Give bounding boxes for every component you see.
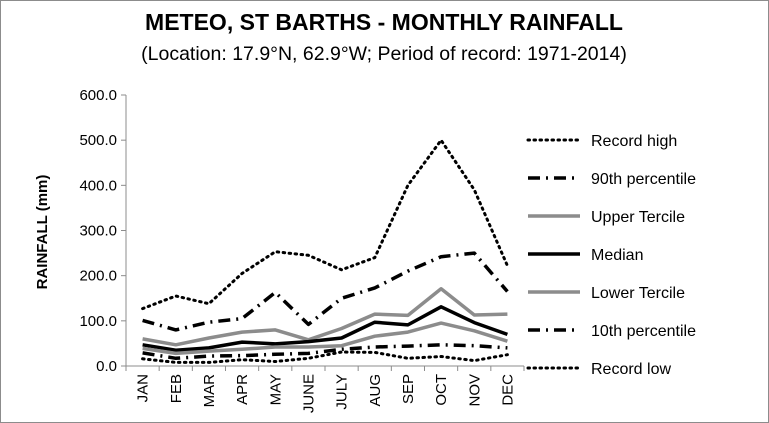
x-tick-label: MAR (201, 374, 218, 408)
legend-label-median: Median (591, 247, 643, 264)
y-tick-label: 500.0 (79, 132, 117, 149)
x-tick-label: AUG (367, 374, 384, 407)
y-tick-label: 200.0 (79, 268, 117, 285)
x-tick-label: MAY (267, 374, 284, 405)
x-tick-label: JULY (334, 374, 351, 410)
y-tick-label: 300.0 (79, 223, 117, 240)
x-tick-label: NOV (466, 374, 483, 407)
y-tick-label: 400.0 (79, 177, 117, 194)
series-line-record-high (141, 138, 509, 311)
y-axis-label: RAINFALL (mm) (34, 175, 51, 290)
series-line-median (142, 305, 508, 352)
x-tick-label: DEC (499, 374, 516, 406)
series-group (141, 138, 509, 364)
series-line-lower-tercile (142, 321, 508, 356)
axes: 0.0 100.0 200.0 300.0 400.0 500.0 600.0 JAN FEB M… (79, 87, 525, 413)
legend-label-upper-tercile: Upper Tercile (591, 209, 685, 226)
series-line-upper-tercile (142, 287, 508, 347)
chart-subtitle: (Location: 17.9°N, 62.9°W; Period of rec… (141, 43, 627, 65)
y-tick-label: 0.0 (96, 358, 117, 375)
x-tick-label: FEB (168, 374, 185, 403)
legend-label-lower-tercile: Lower Tercile (591, 285, 685, 302)
chart-title: METEO, ST BARTHS - MONTHLY RAINFALL (145, 9, 623, 35)
y-tick-label: 600.0 (79, 87, 117, 104)
y-tick-label: 100.0 (79, 313, 117, 330)
x-tick-label: JUNE (300, 374, 317, 413)
legend-label-90th-percentile: 90th percentile (591, 171, 696, 188)
series-line-90th-percentile (142, 251, 509, 332)
x-tick-label: SEP (400, 374, 417, 404)
series-line-record-low (141, 350, 509, 364)
legend: Record high 90th percentile Upper Tercile M… (526, 133, 696, 378)
x-tick-label: APR (234, 374, 251, 405)
legend-label-record-high: Record high (591, 133, 677, 150)
series-line-10th-percentile (142, 343, 508, 361)
x-tick-label: OCT (433, 374, 450, 406)
x-tick-label: JAN (135, 374, 152, 402)
legend-label-10th-percentile: 10th percentile (591, 323, 696, 340)
legend-label-record-low: Record low (591, 361, 671, 378)
